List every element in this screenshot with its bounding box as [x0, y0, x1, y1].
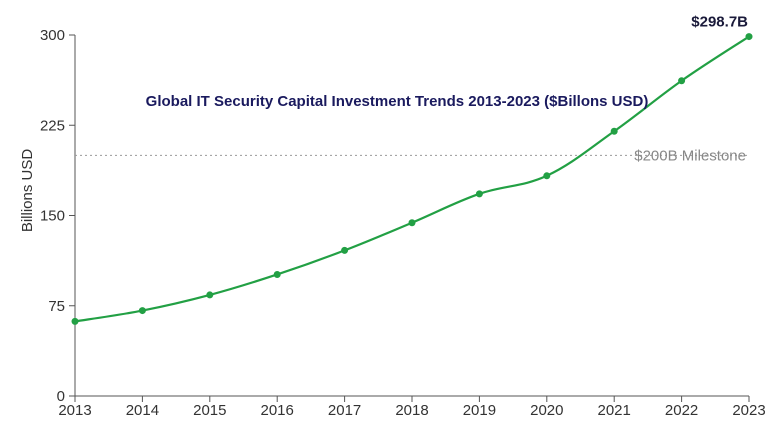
data-point: [745, 33, 753, 41]
x-tick-label: 2019: [463, 402, 496, 419]
y-tick-label: 225: [40, 117, 65, 134]
y-tick-label: 150: [40, 208, 65, 225]
y-axis-label: Billions USD: [19, 149, 36, 233]
data-point: [543, 172, 551, 180]
data-point: [138, 307, 146, 315]
data-point: [408, 219, 416, 227]
data-point: [610, 127, 618, 135]
data-point: [678, 77, 686, 85]
y-tick-label: 75: [48, 298, 65, 315]
data-point: [71, 317, 79, 325]
x-axis: 2013 2014 2015 2016 2017 2018 2019 2020 2021 2022…: [58, 396, 766, 419]
y-tick-label: 0: [57, 388, 65, 405]
data-points: [71, 33, 753, 325]
series-line: [74, 35, 750, 323]
x-tick-label: 2021: [598, 402, 631, 419]
x-tick-label: 2015: [193, 402, 226, 419]
data-point: [475, 190, 483, 198]
x-tick-label: 2023: [732, 402, 765, 419]
milestone-label: $200B Milestone: [634, 147, 746, 164]
x-tick-label: 2013: [58, 402, 91, 419]
x-tick-label: 2020: [530, 402, 563, 419]
y-axis: 0 75 150 225 300: [40, 27, 75, 405]
end-value-label: $298.7B: [691, 14, 748, 31]
x-tick-label: 2016: [261, 402, 294, 419]
data-point: [341, 246, 349, 254]
x-tick-label: 2017: [328, 402, 361, 419]
y-tick-label: 300: [40, 27, 65, 44]
data-point: [273, 270, 281, 278]
x-tick-label: 2014: [126, 402, 159, 419]
chart-title: Global IT Security Capital Investment Tr…: [146, 93, 649, 110]
data-point: [206, 291, 214, 299]
x-tick-label: 2022: [665, 402, 698, 419]
x-tick-label: 2018: [395, 402, 428, 419]
